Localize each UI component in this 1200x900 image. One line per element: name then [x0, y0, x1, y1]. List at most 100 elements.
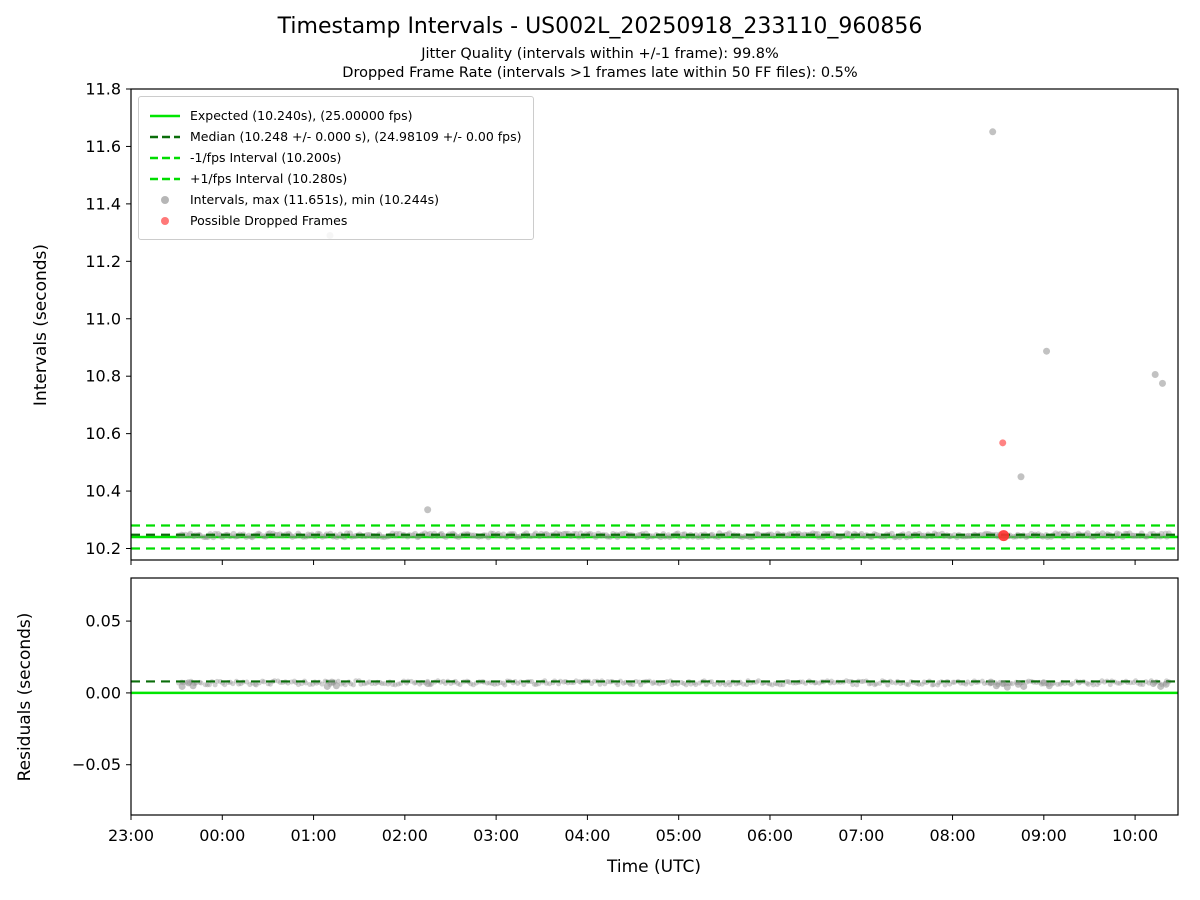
interval-point	[1043, 347, 1051, 355]
band-point	[212, 682, 218, 688]
band-point	[1140, 681, 1146, 687]
band-point	[236, 681, 242, 687]
chart-title: Timestamp Intervals - US002L_20250918_23…	[277, 14, 923, 39]
band-point	[502, 682, 508, 688]
y-tick-label: 11.8	[85, 80, 121, 99]
band-point	[651, 679, 657, 685]
legend-item: +1/fps Interval (10.280s)	[148, 168, 521, 189]
band-point	[1137, 681, 1143, 687]
band-point	[703, 681, 709, 687]
band-point	[979, 678, 985, 684]
band-point	[1009, 681, 1015, 687]
interval-point	[424, 506, 432, 514]
band-point	[693, 682, 699, 688]
band-point	[889, 679, 895, 685]
band-point	[669, 682, 675, 688]
band-point	[575, 533, 582, 540]
x-tick-label: 05:00	[656, 826, 702, 845]
band-point	[338, 681, 344, 687]
band-point	[259, 678, 265, 684]
band-point	[492, 681, 498, 687]
band-point	[1068, 682, 1074, 688]
band-point	[1131, 532, 1138, 539]
band-point	[709, 679, 715, 685]
band-point	[557, 678, 563, 684]
band-point	[204, 682, 210, 688]
legend-line-icon	[150, 114, 180, 117]
band-point	[291, 678, 297, 684]
dropped-frame-rate-subtitle: Dropped Frame Rate (intervals >1 frames …	[342, 65, 858, 81]
jitter-quality-subtitle: Jitter Quality (intervals within +/-1 fr…	[421, 46, 779, 62]
band-point	[253, 682, 259, 688]
band-point	[350, 682, 356, 688]
band-point	[230, 681, 236, 687]
band-point	[182, 531, 189, 538]
band-point	[214, 678, 220, 684]
legend-marker-icon	[161, 195, 169, 204]
band-point	[1101, 679, 1107, 685]
band-point	[800, 679, 806, 685]
band-point	[843, 678, 849, 684]
interval-point	[189, 682, 197, 690]
band-point	[767, 681, 773, 687]
plot-border	[130, 88, 1179, 561]
band-point	[1115, 680, 1121, 686]
interval-point	[178, 682, 186, 690]
band-point	[602, 681, 608, 687]
band-point	[1069, 681, 1075, 687]
x-tick-label: 07:00	[838, 826, 884, 845]
band-point	[656, 681, 662, 687]
legend-line-icon	[150, 135, 180, 138]
band-point	[916, 681, 922, 687]
band-point	[844, 530, 851, 537]
band-point	[858, 679, 864, 685]
band-point	[277, 531, 284, 538]
band-point	[484, 680, 490, 686]
band-point	[921, 679, 927, 685]
band-point	[577, 679, 583, 685]
band-point	[630, 681, 636, 687]
band-point	[774, 681, 780, 687]
band-point	[495, 681, 501, 687]
band-point	[675, 681, 681, 687]
band-point	[877, 680, 883, 686]
band-point	[815, 533, 822, 540]
band-point	[850, 682, 856, 688]
band-point	[468, 532, 475, 539]
band-point	[1039, 533, 1046, 540]
band-point	[929, 682, 935, 688]
band-point	[1024, 532, 1031, 539]
band-point	[319, 681, 325, 687]
band-point	[947, 681, 953, 687]
band-point	[965, 679, 971, 685]
y-tick-label: 11.6	[85, 137, 121, 156]
band-point	[722, 531, 729, 538]
y-tick-label: 0.00	[85, 683, 121, 702]
band-point	[1113, 530, 1120, 537]
band-point	[483, 532, 490, 539]
band-point	[366, 679, 372, 685]
band-point	[801, 531, 808, 538]
band-point	[1094, 682, 1100, 688]
band-point	[777, 682, 783, 688]
band-point	[905, 682, 911, 688]
dropped-frame-point	[998, 530, 1010, 542]
band-point	[381, 534, 388, 541]
interval-point	[1158, 379, 1166, 387]
band-point	[500, 680, 506, 686]
intervals-y-axis-label: Intervals (seconds)	[31, 244, 51, 406]
y-tick-label: 10.2	[85, 539, 121, 558]
band-point	[1090, 682, 1096, 688]
band-point	[711, 681, 717, 687]
band-point	[739, 534, 746, 541]
y-tick-label: 11.0	[85, 309, 121, 328]
band-point	[295, 682, 301, 688]
band-point	[683, 682, 689, 688]
band-point	[557, 531, 564, 538]
band-point	[319, 533, 326, 540]
legend-item: Possible Dropped Frames	[148, 210, 521, 231]
interval-point	[1017, 473, 1025, 481]
band-point	[563, 679, 569, 685]
band-point	[664, 679, 670, 685]
